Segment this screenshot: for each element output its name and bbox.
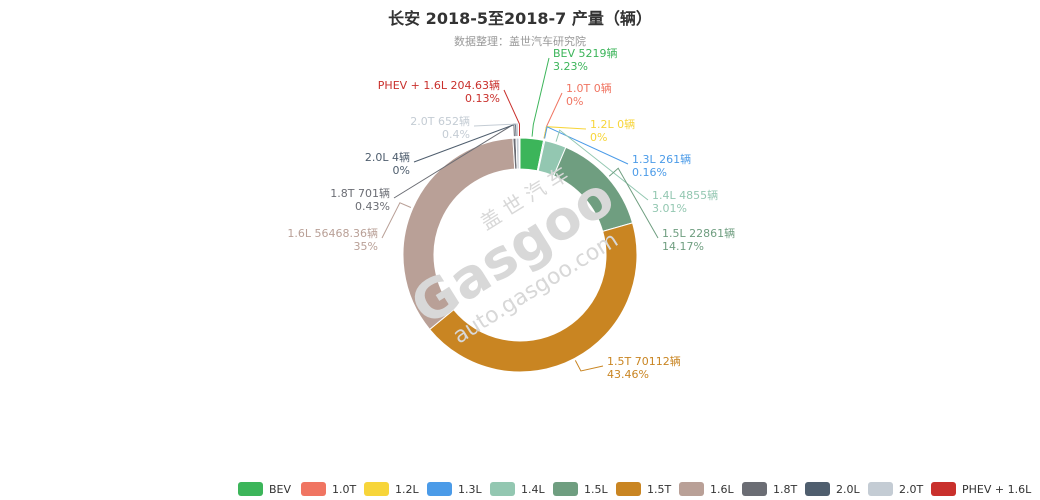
legend-item-2-0t-label: 2.0T	[899, 483, 923, 496]
slice-phev-1-6l[interactable]	[518, 137, 521, 170]
legend-item-1-3l-label: 1.3L	[458, 483, 482, 496]
legend-item-phev-1-6l[interactable]: PHEV + 1.6L	[931, 482, 1032, 496]
slice-1-2l-percent: 0%	[590, 131, 607, 144]
legend-item-1-5l-swatch	[553, 482, 578, 496]
slice-1-4l-percent: 3.01%	[652, 202, 687, 215]
legend-item-1-8t[interactable]: 1.8T	[742, 482, 797, 496]
slice-2-0l-percent: 0%	[393, 164, 410, 177]
legend[interactable]: BEV 1.0T 1.2L 1.3L 1.4L 1.5L 1.5T 1.6L 1.8T 2.0L 2…	[238, 482, 1032, 496]
slice-1-3l-label: 1.3L 261辆	[632, 152, 691, 166]
legend-item-bev-swatch	[238, 482, 263, 496]
legend-item-1-5t-swatch	[616, 482, 641, 496]
slice-1-3l-leader	[544, 126, 629, 165]
legend-item-1-5t-label: 1.5T	[647, 483, 671, 496]
slice-1-2l-leader	[543, 126, 587, 139]
slice-1-4l-leader	[555, 129, 649, 201]
legend-item-1-5l[interactable]: 1.5L	[553, 482, 608, 496]
slice-2-0l-label: 2.0L 4辆	[365, 150, 410, 164]
legend-item-phev-1-6l-swatch	[931, 482, 956, 496]
legend-item-1-2l[interactable]: 1.2L	[364, 482, 419, 496]
legend-item-1-3l[interactable]: 1.3L	[427, 482, 482, 496]
slice-1-5l-leader	[608, 167, 659, 239]
legend-item-1-0t-swatch	[301, 482, 326, 496]
legend-item-1-6l-label: 1.6L	[710, 483, 734, 496]
legend-item-2-0l[interactable]: 2.0L	[805, 482, 860, 496]
slice-1-4l-label: 1.4L 4855辆	[652, 188, 718, 202]
legend-item-bev[interactable]: BEV	[238, 482, 291, 496]
legend-item-1-2l-swatch	[364, 482, 389, 496]
legend-item-1-2l-label: 1.2L	[395, 483, 419, 496]
legend-item-2-0l-swatch	[805, 482, 830, 496]
slice-bev-percent: 3.23%	[553, 60, 588, 73]
legend-item-1-5t[interactable]: 1.5T	[616, 482, 671, 496]
legend-item-bev-label: BEV	[269, 483, 291, 496]
pie-slices	[402, 137, 638, 373]
slice-1-0t-label: 1.0T 0辆	[566, 81, 612, 95]
slice-2-0t-percent: 0.4%	[442, 128, 470, 141]
slice-2-0t-leader	[473, 123, 519, 137]
legend-item-1-8t-swatch	[742, 482, 767, 496]
legend-item-1-6l[interactable]: 1.6L	[679, 482, 734, 496]
slice-1-5t-label: 1.5T 70112辆	[607, 354, 681, 368]
legend-item-2-0l-label: 2.0L	[836, 483, 860, 496]
legend-item-1-6l-swatch	[679, 482, 704, 496]
slice-1-5t-leader	[574, 360, 604, 372]
legend-item-1-0t-label: 1.0T	[332, 483, 356, 496]
legend-item-1-8t-label: 1.8T	[773, 483, 797, 496]
slice-1-5t[interactable]	[428, 222, 638, 373]
slice-1-0t-percent: 0%	[566, 95, 583, 108]
legend-item-2-0t-swatch	[868, 482, 893, 496]
legend-item-1-3l-swatch	[427, 482, 452, 496]
legend-item-1-5l-label: 1.5L	[584, 483, 608, 496]
slice-1-3l-percent: 0.16%	[632, 166, 667, 179]
slice-1-5l-label: 1.5L 22861辆	[662, 226, 735, 240]
legend-item-1-0t[interactable]: 1.0T	[301, 482, 356, 496]
slice-phev-1-6l-leader	[503, 89, 521, 137]
slice-1-2l-label: 1.2L 0辆	[590, 117, 635, 131]
legend-item-2-0t[interactable]: 2.0T	[868, 482, 923, 496]
slice-2-0t-label: 2.0T 652辆	[410, 114, 470, 128]
chart-title: 长安 2018-5至2018-7 产量（辆）	[388, 9, 652, 28]
slice-1-6l-percent: 35%	[354, 240, 378, 253]
legend-item-1-4l[interactable]: 1.4L	[490, 482, 545, 496]
slice-bev-leader	[531, 57, 550, 137]
slice-1-5l-percent: 14.17%	[662, 240, 704, 253]
chart-subtitle: 数据整理：盖世汽车研究院	[454, 34, 586, 48]
slice-phev-1-6l-label: PHEV + 1.6L 204.63辆	[378, 78, 500, 92]
slice-1-6l-leader	[381, 202, 412, 239]
slice-bev-label: BEV 5219辆	[553, 46, 618, 60]
slice-phev-1-6l-percent: 0.13%	[465, 92, 500, 105]
legend-item-1-4l-swatch	[490, 482, 515, 496]
slice-1-8t-percent: 0.43%	[355, 200, 390, 213]
slice-1-6l-label: 1.6L 56468.36辆	[287, 226, 378, 240]
slice-1-5t-percent: 43.46%	[607, 368, 649, 381]
legend-item-1-4l-label: 1.4L	[521, 483, 545, 496]
legend-item-phev-1-6l-label: PHEV + 1.6L	[962, 483, 1032, 496]
slice-1-8t-label: 1.8T 701辆	[330, 186, 390, 200]
